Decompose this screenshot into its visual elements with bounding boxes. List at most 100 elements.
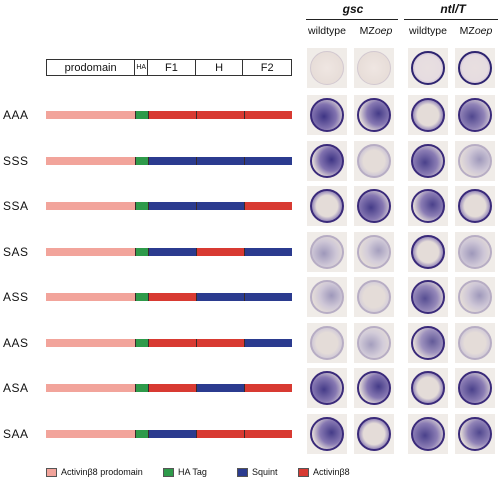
legend-activin-swatch <box>298 467 309 477</box>
domain-f2: F2 <box>260 61 274 74</box>
control-embryo-image <box>354 48 394 88</box>
embryo <box>411 189 445 223</box>
embryo <box>458 143 492 178</box>
legend-activin: Activinβ8 <box>298 467 350 477</box>
construct-label: AAS <box>3 335 29 350</box>
construct-label: AAA <box>3 108 29 122</box>
f2-segment <box>244 202 292 210</box>
ha-segment <box>135 156 148 165</box>
embryo-image <box>307 140 347 181</box>
f2-segment <box>244 384 292 392</box>
construct-label: SAS <box>3 244 29 259</box>
legend-prodomain: Activinβ8 prodomain <box>46 467 143 477</box>
embryo-image <box>408 231 448 272</box>
embryo <box>310 98 344 132</box>
embryo-image <box>455 368 495 408</box>
construct-bar <box>46 247 292 256</box>
embryo-image <box>307 413 347 454</box>
embryo-image <box>307 231 347 272</box>
embryo <box>458 98 492 132</box>
legend-ha-label: HA Tag <box>178 467 207 477</box>
h-segment <box>196 156 244 165</box>
embryo <box>357 325 391 360</box>
embryo <box>411 280 445 314</box>
embryo <box>310 371 344 405</box>
construct-bar <box>46 429 292 438</box>
embryo-image <box>307 95 347 135</box>
embryo <box>357 98 391 132</box>
embryo <box>411 143 445 178</box>
embryo-image <box>408 140 448 181</box>
construct-bar <box>46 293 292 301</box>
h-segment <box>196 338 244 347</box>
embryo <box>357 189 391 223</box>
control-embryo-image <box>408 48 448 88</box>
ntl-mz-header: MZoep <box>459 25 493 37</box>
legend-prodomain-label: Activinβ8 prodomain <box>61 467 143 477</box>
domain-h: H <box>196 60 244 75</box>
f2-segment <box>244 429 292 438</box>
ntl-header-line <box>404 19 498 20</box>
f2-segment <box>244 156 292 165</box>
embryo-image <box>354 140 394 181</box>
domain-schematic: prodomain HA F1 H F2 <box>46 59 292 76</box>
prodomain-segment <box>46 429 135 438</box>
ha-segment <box>135 202 148 210</box>
f2-segment <box>244 111 292 119</box>
embryo <box>411 98 445 132</box>
embryo-image <box>354 368 394 408</box>
embryo-image <box>455 413 495 454</box>
embryo-image <box>408 95 448 135</box>
embryo-image <box>354 413 394 454</box>
embryo <box>310 189 344 223</box>
f1-segment <box>148 111 196 119</box>
ha-segment <box>135 338 148 347</box>
construct-bar <box>46 156 292 165</box>
embryo-image <box>408 368 448 408</box>
embryo-image <box>307 322 347 363</box>
prodomain-segment <box>46 111 135 119</box>
embryo-image <box>307 186 347 226</box>
construct-label: SSA <box>3 199 29 213</box>
legend-squint-swatch <box>237 467 248 477</box>
construct-label: ASA <box>3 381 29 395</box>
legend-ha: HA Tag <box>163 467 207 477</box>
ha-segment <box>135 293 148 301</box>
embryo <box>357 280 391 314</box>
embryo-image <box>408 186 448 226</box>
f1-segment <box>148 429 196 438</box>
embryo <box>411 51 445 85</box>
domain-ha: HA <box>135 60 149 75</box>
ntl-header: ntl/T <box>440 2 466 16</box>
embryo-image <box>408 322 448 363</box>
prodomain-segment <box>46 338 135 347</box>
gsc-header-line <box>306 19 398 20</box>
prodomain-segment <box>46 202 135 210</box>
embryo <box>357 371 391 405</box>
gsc-header: gsc <box>342 2 364 16</box>
embryo <box>310 416 344 451</box>
construct-bar <box>46 338 292 347</box>
legend-activin-label: Activinβ8 <box>313 467 350 477</box>
domain-f1: F1 <box>148 60 196 75</box>
embryo <box>458 280 492 314</box>
h-segment <box>196 202 244 210</box>
embryo <box>357 416 391 451</box>
embryo-image <box>354 322 394 363</box>
embryo-image <box>455 322 495 363</box>
gsc-wildtype-header: wildtype <box>308 25 346 37</box>
ha-segment <box>135 111 148 119</box>
embryo <box>310 143 344 178</box>
h-segment <box>196 429 244 438</box>
embryo <box>357 234 391 269</box>
control-embryo-image <box>307 48 347 88</box>
embryo <box>458 325 492 360</box>
embryo-image <box>408 277 448 317</box>
embryo <box>458 51 492 85</box>
gsc-mz-header: MZoep <box>359 25 393 37</box>
embryo-image <box>455 140 495 181</box>
h-segment <box>196 384 244 392</box>
prodomain-segment <box>46 247 135 256</box>
control-embryo-image <box>455 48 495 88</box>
f1-segment <box>148 202 196 210</box>
